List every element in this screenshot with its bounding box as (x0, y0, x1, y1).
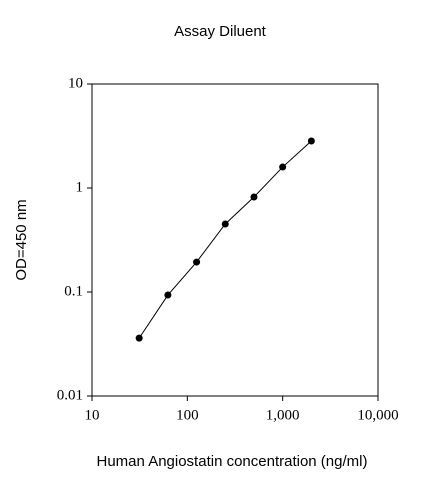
y-tick-label: 10 (68, 75, 83, 91)
series-line (138, 140, 312, 339)
data-point (193, 258, 201, 266)
data-point (250, 193, 258, 201)
data-point (135, 334, 143, 342)
y-tick-label: 0.1 (64, 283, 83, 299)
x-tick-label: 10,000 (357, 407, 398, 423)
y-axis-label: OD=450 nm (13, 199, 30, 280)
y-tick-label: 1 (76, 179, 84, 195)
x-tick-label: 1,000 (266, 407, 300, 423)
data-point (164, 291, 172, 299)
data-point (279, 163, 287, 171)
x-tick-label: 10 (85, 407, 100, 423)
y-tick-label: 0.01 (57, 387, 83, 403)
x-tick-label: 100 (176, 407, 199, 423)
chart-title: Assay Diluent (174, 23, 267, 40)
plot-frame (91, 83, 379, 397)
data-point (307, 137, 315, 145)
x-axis-label: Human Angiostatin concentration (ng/ml) (97, 453, 368, 470)
data-point (221, 220, 229, 228)
